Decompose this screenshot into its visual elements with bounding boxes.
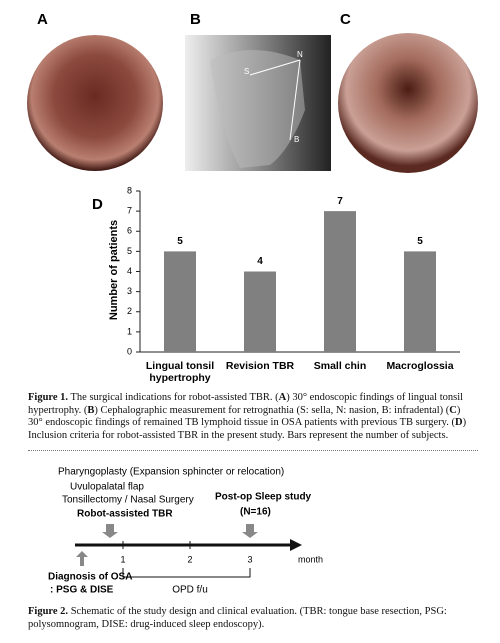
up-arrow [76,551,88,566]
caption-text: B [87,404,95,416]
arrowhead [290,539,302,551]
diagram-text: Diagnosis of OSA [48,572,132,583]
divider [28,450,478,451]
diagram-text: Pharyngoplasty (Expansion sphincter or r… [58,467,284,478]
y-tick-label: 6 [127,226,132,236]
value-label: 4 [257,256,263,267]
diagram-text: Tonsillectomy / Nasal Surgery [62,495,194,506]
y-tick-label: 2 [127,306,132,316]
measure-line [249,59,301,76]
endoscopy-image [27,35,163,171]
bar [164,251,196,352]
caption-text: Schematic of the study design and clinic… [28,606,447,630]
y-tick-label: 1 [127,326,132,336]
measure-line [289,59,301,141]
caption-text: C [449,404,457,416]
image-label: B [294,135,299,144]
panel-label: A [37,11,48,28]
caption-text: ) Inclusion criteria for robot-assisted … [28,417,467,441]
bar [244,271,276,352]
bracket [122,568,251,578]
down-arrow [102,524,118,538]
diagram-text: : PSG & DISE [50,585,114,596]
y-tick-label: 3 [127,286,132,296]
y-tick-label: 0 [127,346,132,356]
caption-text: The surgical indications for robot-assis… [70,392,279,403]
value-label: 5 [417,236,423,247]
diagram-text: Uvulopalatal flap [70,482,144,493]
value-label: 7 [337,196,343,207]
down-arrow [242,524,258,538]
x-tick-label: Small chin [313,360,367,372]
endoscopy-image [338,33,478,173]
tick-label: 2 [187,554,192,564]
y-axis-label: Number of patients [108,220,120,320]
caption-text: ) 30° endoscopic findings of remained TB… [28,404,461,429]
skull-shape [210,50,305,168]
tick-label: 3 [247,554,252,564]
panel-label: C [340,11,351,28]
diagram-text: (N=16) [240,507,271,518]
panel-label: B [190,11,201,28]
caption-text: D [454,417,463,428]
y-tick-label: 7 [127,206,132,216]
x-tick-label: Revision TBR [225,360,295,372]
y-tick-label: 4 [127,266,132,276]
x-tick-label: Macroglossia [386,360,454,372]
image-label: S [244,67,249,76]
image-label: N [297,50,303,59]
diagram-text: month [298,554,323,564]
caption-text: A [278,392,287,403]
x-tick-label: Lingual tonsil hypertrophy [145,360,215,384]
caption-text: ) Cephalographic measurement for retrogn… [94,404,450,416]
diagram-text: Robot-assisted TBR [77,509,173,520]
caption-label: Figure 2. [28,606,69,617]
y-tick-label: 5 [127,246,132,256]
diagram-text: Post-op Sleep study [215,492,312,503]
figure-caption: Figure 1. The surgical indications for r… [28,392,476,442]
timeline: Pharyngoplasty (Expansion sphincter or r… [48,467,323,596]
tick-label: 1 [120,554,125,564]
bar [324,211,356,352]
panel-label: D [92,196,103,213]
value-label: 5 [177,236,183,247]
caption-label: Figure 1. [28,392,69,403]
bar [404,251,436,352]
y-tick-label: 8 [127,185,132,195]
figure-caption: Figure 2. Schematic of the study design … [28,606,476,631]
diagram-text: OPD f/u [172,585,208,596]
caption-text: ) 30° endoscopic findings of lingual ton… [28,392,464,416]
